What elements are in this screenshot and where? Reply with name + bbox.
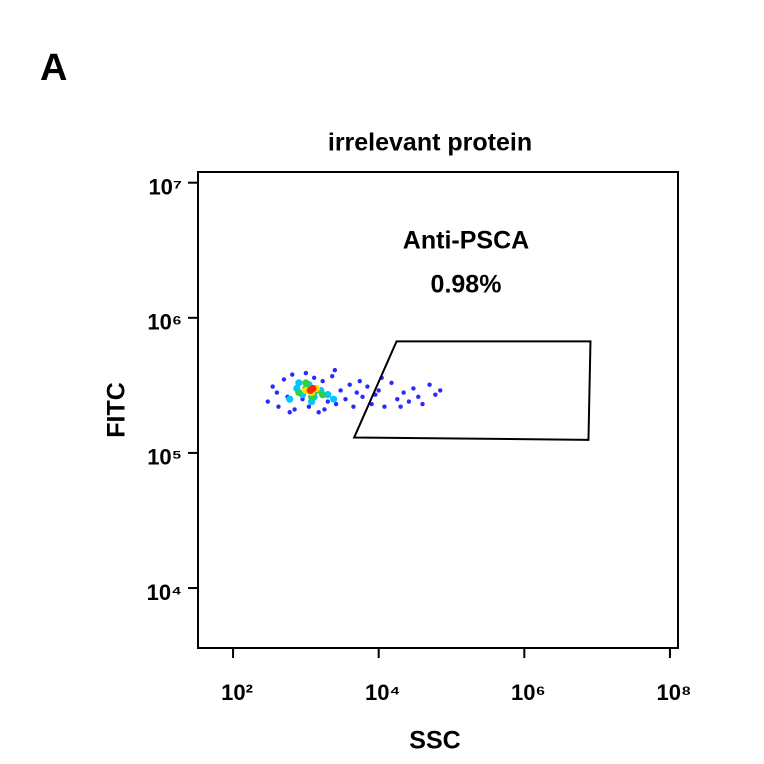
point xyxy=(319,391,327,399)
gate-percent: 0.98% xyxy=(431,271,502,299)
point xyxy=(311,375,317,380)
point xyxy=(320,378,325,384)
point xyxy=(343,396,348,402)
point xyxy=(303,370,309,376)
point xyxy=(265,399,271,404)
point xyxy=(376,388,381,393)
point xyxy=(347,382,352,387)
point xyxy=(270,384,275,389)
panel-label: A xyxy=(40,47,67,89)
point xyxy=(416,394,421,400)
point xyxy=(290,372,295,377)
point xyxy=(325,399,330,404)
x-tick-label: 10⁸ xyxy=(657,680,692,705)
point xyxy=(333,401,339,407)
point xyxy=(306,404,312,409)
point xyxy=(438,388,443,393)
x-tick-label: 10⁶ xyxy=(511,680,546,705)
x-tick-label: 10² xyxy=(221,680,253,705)
point xyxy=(295,379,303,387)
point xyxy=(338,388,343,393)
point xyxy=(309,384,317,393)
point xyxy=(322,407,327,412)
point xyxy=(287,410,292,415)
point xyxy=(395,396,400,402)
y-tick-label: 10⁴ xyxy=(147,580,182,605)
x-tick-label: 10⁴ xyxy=(365,680,400,705)
point xyxy=(292,407,297,412)
point xyxy=(330,373,335,379)
point xyxy=(281,377,287,382)
point xyxy=(427,382,432,387)
point xyxy=(369,401,374,407)
point xyxy=(316,410,321,415)
point xyxy=(286,395,294,403)
point xyxy=(351,404,356,409)
x-axis-label: SSC xyxy=(409,727,460,755)
point xyxy=(332,367,338,373)
gate xyxy=(352,340,592,441)
y-tick-label: 10⁷ xyxy=(148,175,182,200)
point xyxy=(329,395,338,403)
y-tick-label: 10⁶ xyxy=(147,310,182,335)
chart-title: irrelevant protein xyxy=(328,129,532,157)
point xyxy=(295,388,303,397)
gate-name: Anti-PSCA xyxy=(403,227,529,255)
point xyxy=(357,378,362,384)
y-axis-label: FITC xyxy=(103,382,131,438)
point xyxy=(274,390,280,395)
point xyxy=(324,391,332,399)
point xyxy=(354,390,359,395)
y-tick-label: 10⁵ xyxy=(147,445,182,470)
point xyxy=(302,379,310,387)
point xyxy=(411,386,416,391)
point xyxy=(398,404,403,409)
point xyxy=(365,384,370,389)
point xyxy=(433,392,438,397)
point xyxy=(360,394,365,400)
point xyxy=(389,380,394,386)
point xyxy=(382,404,387,409)
point xyxy=(276,404,281,409)
point xyxy=(401,390,406,395)
plot-frame xyxy=(197,171,679,649)
point xyxy=(420,401,425,407)
point xyxy=(406,399,412,404)
